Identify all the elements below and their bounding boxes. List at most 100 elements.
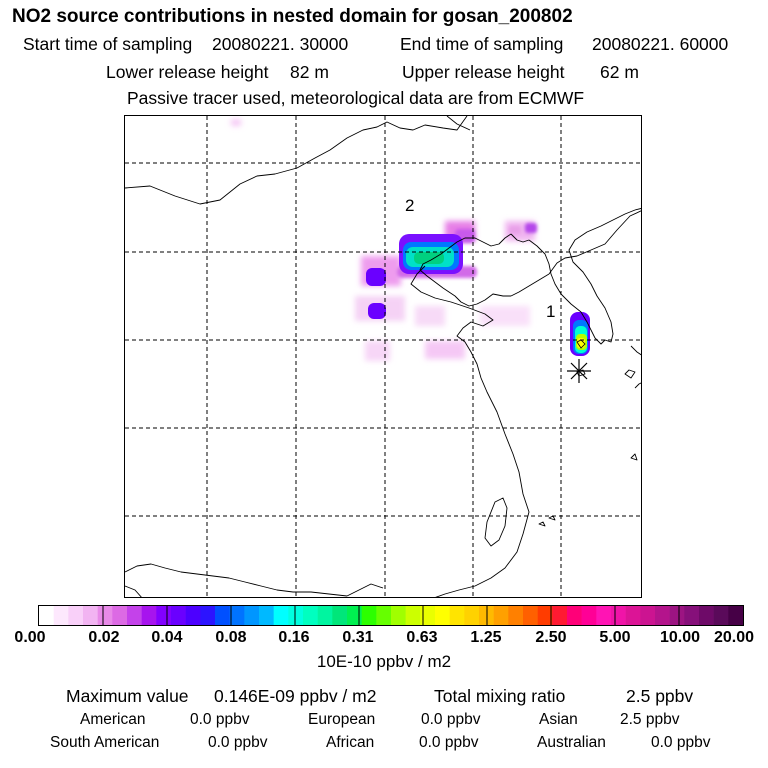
end-time-value: 20080221. 60000 <box>592 34 729 54</box>
colorbar-swatch <box>728 606 743 625</box>
colorbar-swatch <box>141 606 157 625</box>
coast-line <box>634 382 641 389</box>
hotspot-contour <box>576 339 586 349</box>
colorbar <box>38 605 744 626</box>
colorbar-swatch <box>317 606 333 625</box>
border-line <box>125 585 142 597</box>
receptor-symbol <box>567 359 591 383</box>
border-line <box>548 210 641 275</box>
source-label-1: 1 <box>546 302 556 321</box>
coast-line <box>346 583 384 597</box>
upper-height-label: Upper release height <box>402 62 565 82</box>
end-time-label: End time of sampling <box>400 34 564 54</box>
border-line <box>446 116 471 131</box>
colorbar-swatch <box>259 606 274 625</box>
colorbar-swatch <box>215 606 230 625</box>
colorbar-swatch <box>53 606 69 625</box>
plume-patch <box>480 306 530 326</box>
colorbar-swatch <box>303 606 318 625</box>
region-value: 0.0 ppbv <box>651 734 711 751</box>
region-value: 0.0 ppbv <box>419 734 479 751</box>
colorbar-tick: 0.02 <box>88 629 120 646</box>
lower-height-value: 82 m <box>290 62 329 82</box>
colorbar-swatch <box>552 606 568 625</box>
plume-blob <box>368 303 386 319</box>
colorbar-swatch <box>347 606 362 625</box>
colorbar-tick: 1.25 <box>470 629 502 646</box>
map-panel: 2 1 <box>124 115 642 598</box>
colorbar-tick: 0.63 <box>406 629 438 646</box>
total-mixing-value: 2.5 ppbv <box>626 686 694 706</box>
colorbar-swatch <box>567 606 582 625</box>
colorbar-swatch <box>523 606 538 625</box>
border-line <box>510 273 550 297</box>
start-time-label: Start time of sampling <box>23 34 193 54</box>
colorbar-swatch <box>244 606 260 625</box>
coast-line <box>410 265 530 597</box>
colorbar-swatch <box>156 606 172 625</box>
coast-line <box>624 369 636 379</box>
plume-blob <box>414 252 444 264</box>
region-name: American <box>80 711 146 728</box>
colorbar-swatch <box>185 606 201 625</box>
colorbar-tick: 2.50 <box>535 629 567 646</box>
colorbar-swatch <box>449 606 465 625</box>
start-time-value: 20080221. 30000 <box>212 34 349 54</box>
region-name: European <box>308 711 376 728</box>
plume-patch <box>415 306 445 326</box>
colorbar-swatch <box>288 606 304 625</box>
colorbar-swatch <box>97 606 113 625</box>
total-mixing-label: Total mixing ratio <box>434 686 566 706</box>
colorbar-swatch <box>127 606 142 625</box>
colorbar-svg <box>39 606 743 625</box>
colorbar-swatch <box>669 606 685 625</box>
colorbar-swatch <box>537 606 553 625</box>
border-line <box>125 116 468 205</box>
coast-line <box>630 345 641 356</box>
coast-line <box>419 233 512 307</box>
source-label-2: 2 <box>405 196 415 215</box>
plume-patch <box>525 223 537 233</box>
colorbar-swatch <box>611 606 626 625</box>
region-value: 0.0 ppbv <box>190 711 250 728</box>
border-line <box>125 563 348 597</box>
tracer-note: Passive tracer used, meteorological data… <box>127 88 585 108</box>
map-svg <box>125 116 641 597</box>
region-name: Asian <box>539 711 578 728</box>
coast-line <box>630 453 638 461</box>
lower-height-label: Lower release height <box>106 62 269 82</box>
colorbar-tick: 0.00 <box>14 629 46 646</box>
colorbar-swatch <box>684 606 700 625</box>
colorbar-swatch <box>493 606 509 625</box>
colorbar-swatch <box>420 606 436 625</box>
colorbar-swatch <box>508 606 524 625</box>
colorbar-tick: 0.04 <box>151 629 183 646</box>
region-name: South American <box>50 734 160 751</box>
colorbar-swatch <box>273 606 289 625</box>
colorbar-tick: 0.16 <box>278 629 310 646</box>
colorbar-tick: 10.00 <box>659 629 701 646</box>
coastlines <box>125 116 641 597</box>
colorbar-swatch <box>332 606 348 625</box>
colorbar-swatch <box>361 606 377 625</box>
colorbar-swatch <box>83 606 98 625</box>
colorbar-tick: 0.08 <box>215 629 247 646</box>
plume-faint <box>231 119 535 361</box>
colorbar-tick: 5.00 <box>599 629 631 646</box>
colorbar-swatch <box>68 606 84 625</box>
coast-line <box>548 515 556 521</box>
coast-line <box>484 497 508 547</box>
plume-patch <box>509 226 521 234</box>
colorbar-swatch <box>435 606 450 625</box>
colorbar-swatch <box>112 606 128 625</box>
colorbar-swatch <box>640 606 656 625</box>
colorbar-swatch <box>713 606 729 625</box>
plume-patch <box>231 119 241 126</box>
colorbar-unit: 10E-10 ppbv / m2 <box>316 652 452 671</box>
plume-patch <box>425 341 465 359</box>
colorbar-swatch <box>464 606 480 625</box>
colorbar-swatch <box>405 606 421 625</box>
plume-core <box>366 234 590 356</box>
colorbar-swatch <box>655 606 670 625</box>
colorbar-swatch <box>376 606 392 625</box>
